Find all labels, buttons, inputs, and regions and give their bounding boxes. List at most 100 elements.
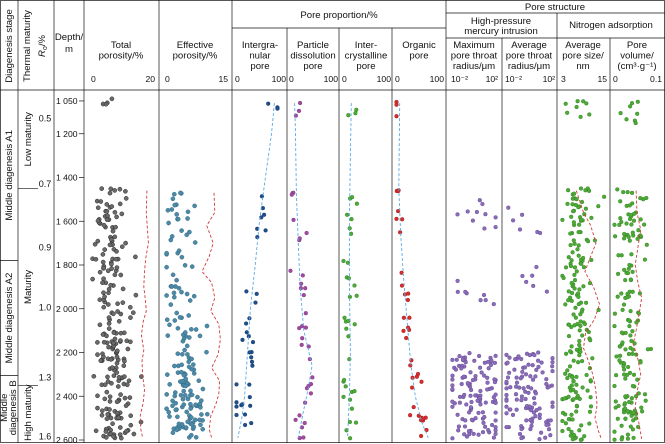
total_porosity-point <box>101 276 106 282</box>
maturity-label: Low maturity <box>23 112 34 167</box>
intergranular-point <box>250 363 255 368</box>
effective_porosity-point <box>191 293 197 299</box>
effective_porosity-point <box>199 412 204 417</box>
effective_porosity-point <box>172 363 177 369</box>
panel-title-line: radius/μm <box>453 61 495 72</box>
effective_porosity-point <box>175 414 180 420</box>
intergranular-point <box>249 355 254 360</box>
pore_volume-point <box>630 329 635 334</box>
effective_porosity-point <box>198 405 203 410</box>
avg_pore_size-point <box>572 323 577 328</box>
max_throat-point <box>475 398 480 403</box>
pore_volume-point <box>639 409 645 414</box>
pore_volume-point <box>642 257 647 262</box>
pore_volume-point <box>620 307 625 312</box>
effective_porosity-point <box>181 372 187 378</box>
intercrystalline-point <box>352 389 357 394</box>
pore_volume-point <box>628 333 633 338</box>
total_porosity-point <box>113 224 118 230</box>
intercrystalline-point <box>347 397 353 402</box>
pore_volume-point <box>624 117 629 122</box>
avg_pore_size-point <box>576 222 582 227</box>
total_porosity-point <box>104 217 110 222</box>
panel-title-line: Organic <box>402 40 436 51</box>
total_porosity-point <box>112 209 118 215</box>
avg_pore_size-point <box>560 428 565 434</box>
panel-title-line: radius/μm <box>508 61 550 72</box>
organic-point <box>404 335 409 341</box>
pore_volume-point <box>615 416 620 421</box>
avg_pore_size-point <box>563 351 569 356</box>
pore_volume-point <box>628 212 633 218</box>
avg_pore_size-point <box>576 302 581 307</box>
avg_throat-point <box>514 380 520 385</box>
pore_volume-point <box>638 196 643 201</box>
total_porosity-point <box>107 242 113 248</box>
avg_pore_size-point <box>581 265 587 270</box>
total_porosity-point <box>119 211 125 217</box>
intergranular-point <box>262 212 267 217</box>
total_porosity-point <box>125 382 130 388</box>
axis-min-label: 10⁻² <box>505 74 522 84</box>
avg_pore_size-point <box>571 358 576 363</box>
avg_throat-point <box>524 404 530 409</box>
organic-point <box>396 209 401 214</box>
max_throat-point <box>483 212 488 217</box>
avg_throat-point <box>519 212 525 217</box>
avg_pore_size-point <box>569 412 574 417</box>
max_throat-point <box>483 298 488 303</box>
max_throat-point <box>480 201 485 207</box>
avg_pore_size-point <box>587 112 592 117</box>
avg_throat-point <box>519 394 524 399</box>
avg_pore_size-point <box>568 243 573 248</box>
particle_dissolution-point <box>299 342 304 347</box>
avg_pore_size-point <box>569 429 574 434</box>
pore_volume-point <box>623 394 628 399</box>
avg_throat-point <box>528 408 534 413</box>
avg_pore_size-point <box>575 247 580 252</box>
organic-point <box>399 283 405 288</box>
axis-min-label: 0 <box>289 74 294 84</box>
avg_throat-point <box>531 283 536 288</box>
intercrystalline-point <box>354 293 359 298</box>
effective_porosity-point <box>195 394 200 400</box>
avg_pore_size-point <box>566 289 571 294</box>
effective_porosity-point <box>168 302 174 307</box>
avg_throat-point <box>522 365 528 370</box>
max_throat-point <box>463 289 468 294</box>
effective_porosity-point <box>183 425 189 430</box>
effective_porosity-point <box>179 351 185 357</box>
intercrystalline-trend-line <box>347 103 352 438</box>
avg_throat-point <box>508 385 513 390</box>
effective_porosity-point <box>182 347 187 353</box>
pore_volume-point <box>622 231 627 237</box>
panel-title-line: pore <box>303 61 322 72</box>
avg_throat-point <box>544 289 549 294</box>
pore_volume-point <box>626 266 631 271</box>
avg_pore_size-point <box>588 378 593 383</box>
axis-max-label: 10² <box>486 74 499 84</box>
total_porosity-point <box>105 379 111 384</box>
avg_pore_size-point <box>566 426 571 432</box>
pore_volume-point <box>612 234 618 239</box>
effective_porosity-point <box>193 402 198 408</box>
avg_throat-point <box>519 426 524 432</box>
total_porosity-point <box>100 408 105 414</box>
intercrystalline-point <box>349 217 354 222</box>
avg_pore_size-point <box>574 382 579 387</box>
intercrystalline-point <box>343 384 348 389</box>
particle_dissolution-point <box>288 268 293 273</box>
stage-label: Middle diagenesis A2 <box>4 273 15 364</box>
particle_dissolution-point <box>308 391 313 396</box>
avg_pore_size-point <box>576 230 581 235</box>
avg_pore_size-point <box>571 397 576 402</box>
avg_throat-point <box>531 410 536 415</box>
max_throat-point <box>481 292 487 298</box>
pore_volume-point <box>629 338 634 344</box>
effective_porosity-point <box>182 330 188 335</box>
maturity-label: High maturity <box>23 384 34 441</box>
avg_pore_size-point <box>571 220 576 225</box>
intergranular-point <box>243 422 248 428</box>
organic-point <box>419 379 424 384</box>
pore_volume-point <box>630 269 635 274</box>
